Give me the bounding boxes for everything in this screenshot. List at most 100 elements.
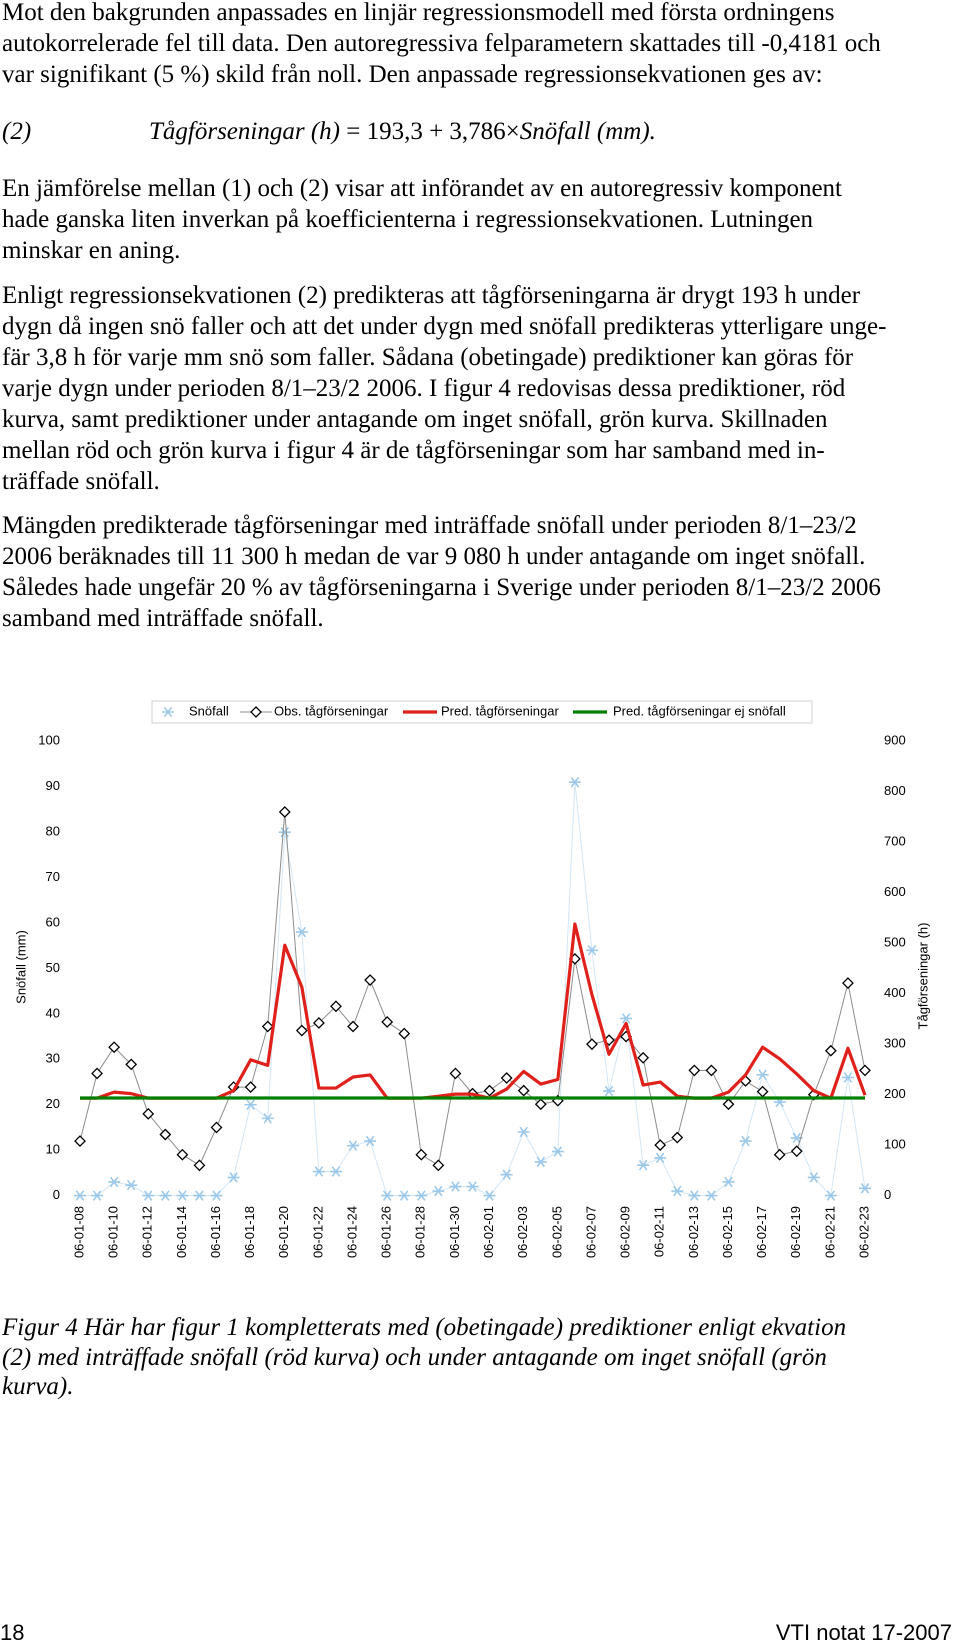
- text-line: Mängden predikterade tågförseningar med …: [2, 512, 857, 539]
- obs-marker: [278, 806, 291, 818]
- obs-marker: [159, 1128, 172, 1141]
- x-tick-label: 06-01-12: [140, 1206, 155, 1258]
- text-line: träffade snöfall.: [2, 468, 160, 495]
- obs-marker: [125, 1058, 138, 1071]
- x-tick-label: 06-02-07: [583, 1206, 598, 1258]
- y-tick-label: 50: [46, 960, 60, 975]
- y2-tick-label: 600: [884, 884, 906, 899]
- paragraph: Mängden predikterade tågförseningar med …: [2, 510, 881, 634]
- obs-marker: [637, 1051, 650, 1064]
- snow-marker: [227, 1172, 240, 1183]
- obs-marker: [364, 974, 377, 986]
- y2-axis-title: Tågförseningar (h): [915, 923, 930, 1030]
- page-number: 18: [0, 1620, 25, 1645]
- obs-marker: [517, 1084, 530, 1097]
- obs-marker: [261, 1020, 274, 1033]
- x-tick-label: 06-01-16: [208, 1206, 223, 1258]
- snow-marker: [534, 1156, 547, 1168]
- y2-tick-label: 700: [884, 834, 906, 849]
- x-tick-label: 06-02-17: [754, 1206, 769, 1258]
- y-axis-title: Snöfall (mm): [13, 930, 28, 1004]
- snow-marker: [108, 1176, 121, 1188]
- equation-operator: = 193,3 + 3,786×: [339, 118, 520, 145]
- snow-marker: [483, 1190, 496, 1201]
- x-tick-label: 06-01-24: [344, 1206, 359, 1258]
- snow-marker: [193, 1190, 206, 1201]
- snow-marker: [824, 1190, 837, 1201]
- obs-marker: [295, 1024, 308, 1037]
- y-tick-label: 40: [46, 1005, 60, 1020]
- obs-marker: [74, 1135, 86, 1148]
- x-tick-label: 06-01-28: [413, 1206, 428, 1258]
- y-tick-label: 70: [46, 869, 60, 884]
- obs-marker: [449, 1067, 462, 1080]
- obs-marker: [586, 1038, 598, 1051]
- legend-label: Obs. tågförseningar: [274, 703, 389, 718]
- obs-marker: [210, 1121, 223, 1134]
- equation-body: Tågförseningar (h) = 193,3 + 3,786×Snöfa…: [149, 116, 656, 147]
- x-tick-label: 06-02-21: [822, 1206, 837, 1258]
- x-tick-label: 06-02-09: [618, 1206, 633, 1258]
- snow-marker: [756, 1069, 769, 1081]
- paragraph: Enligt regressionsekvationen (2) predikt…: [2, 280, 886, 497]
- snow-marker: [329, 1166, 342, 1177]
- y2-tick-label: 800: [884, 783, 906, 798]
- publication-id: VTI notat 17-2007: [775, 1620, 952, 1645]
- paragraph: Mot den bakgrunden anpassades en linjär …: [2, 0, 881, 90]
- x-tick-label: 06-01-20: [276, 1206, 291, 1258]
- x-tick-label: 06-02-05: [549, 1206, 564, 1258]
- obs-marker: [142, 1107, 155, 1120]
- snow-marker: [210, 1190, 223, 1201]
- caption-line: (2) med inträffade snöfall (röd kurva) o…: [2, 1343, 827, 1371]
- snow-marker: [295, 926, 308, 938]
- obs-marker: [722, 1098, 735, 1111]
- series-line: [79, 811, 866, 1166]
- snow-marker: [466, 1181, 479, 1192]
- snow-marker: [637, 1159, 650, 1171]
- text-line: varje dygn under perioden 8/1–23/2 2006.…: [2, 375, 846, 402]
- obs-marker: [500, 1072, 513, 1084]
- obs-marker: [432, 1159, 445, 1172]
- text-line: var signifikant (5 %) skild från noll. D…: [2, 61, 823, 88]
- obs-marker: [415, 1148, 428, 1161]
- snow-marker: [603, 1085, 616, 1097]
- text-line: fär 3,8 h för varje mm snö som faller. S…: [2, 344, 854, 371]
- snow-marker: [142, 1190, 155, 1201]
- x-tick-label: 06-01-10: [106, 1206, 121, 1258]
- x-tick-label: 06-01-26: [379, 1206, 394, 1258]
- x-tick-label: 06-02-23: [856, 1206, 871, 1258]
- y2-tick-label: 500: [884, 935, 906, 950]
- snow-marker: [432, 1185, 445, 1197]
- snow-marker: [449, 1181, 462, 1192]
- snow-marker: [176, 1190, 189, 1201]
- x-tick-label: 06-02-15: [720, 1206, 735, 1258]
- x-tick-label: 06-01-30: [447, 1206, 462, 1258]
- y2-tick-label: 900: [884, 733, 906, 748]
- snow-marker: [807, 1172, 820, 1183]
- snow-marker: [159, 1190, 172, 1201]
- obs-marker: [705, 1064, 718, 1077]
- y-tick-label: 30: [46, 1051, 60, 1066]
- x-tick-label: 06-02-19: [788, 1206, 803, 1258]
- x-tick-label: 06-02-13: [686, 1206, 701, 1258]
- caption-line: kurva).: [2, 1373, 74, 1400]
- text-line: Enligt regressionsekvationen (2) predikt…: [2, 282, 861, 309]
- obs-marker: [824, 1044, 837, 1057]
- y-tick-label: 90: [46, 778, 60, 793]
- snow-marker: [620, 1013, 633, 1024]
- obs-marker: [654, 1139, 667, 1152]
- snow-marker: [415, 1190, 428, 1201]
- snow-marker: [859, 1183, 871, 1194]
- obs-marker: [108, 1041, 121, 1054]
- x-tick-label: 06-01-14: [174, 1206, 189, 1258]
- paragraph: En jämförelse mellan (1) och (2) visar a…: [2, 173, 842, 266]
- x-tick-label: 06-02-11: [652, 1206, 667, 1257]
- figure-caption: Figur 4 Här har figur 1 kompletterats me…: [2, 1313, 846, 1402]
- snow-marker: [278, 826, 291, 838]
- legend-swatch: [162, 706, 174, 718]
- obs-marker: [398, 1027, 411, 1040]
- snow-marker: [381, 1190, 394, 1201]
- text-line: 2006 beräknades till 11 300 h medan de v…: [2, 543, 866, 570]
- obs-marker: [842, 977, 854, 990]
